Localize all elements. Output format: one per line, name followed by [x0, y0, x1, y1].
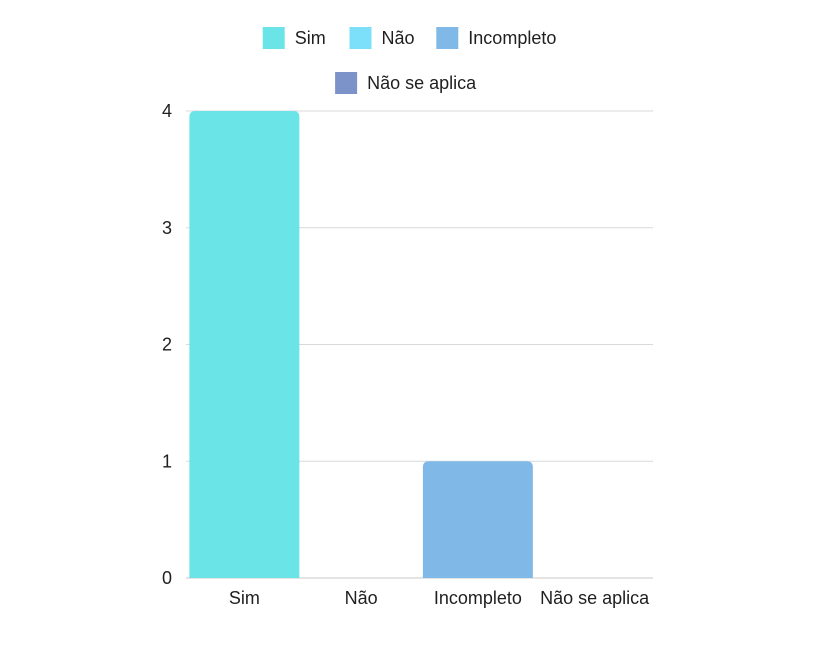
bar-2	[423, 461, 533, 578]
legend-swatch	[436, 27, 458, 49]
y-axis-ticks: 0 1 2 3 4	[162, 101, 172, 588]
y-tick-label: 4	[162, 101, 172, 121]
y-tick-label: 0	[162, 568, 172, 588]
legend-label: Não se aplica	[367, 73, 477, 93]
legend-item: Incompleto	[436, 27, 556, 49]
x-tick-label: Não	[345, 588, 378, 608]
y-tick-label: 2	[162, 335, 172, 355]
x-tick-label: Incompleto	[434, 588, 522, 608]
x-axis-ticks: Sim Não Incompleto Não se aplica	[229, 588, 650, 608]
legend-item: Sim	[263, 27, 326, 49]
y-tick-label: 1	[162, 451, 172, 471]
legend-swatch	[263, 27, 285, 49]
bar-0	[189, 111, 299, 578]
legend-swatch	[350, 27, 372, 49]
x-tick-label: Sim	[229, 588, 260, 608]
y-tick-label: 3	[162, 218, 172, 238]
legend-item: Não	[350, 27, 415, 49]
legend-label: Sim	[295, 28, 326, 48]
legend-label: Incompleto	[468, 28, 556, 48]
legend-item: Não se aplica	[335, 72, 477, 94]
chart-legend: Sim Não Incompleto Não se aplica	[263, 27, 557, 94]
legend-label: Não	[382, 28, 415, 48]
x-tick-label: Não se aplica	[540, 588, 650, 608]
legend-swatch	[335, 72, 357, 94]
